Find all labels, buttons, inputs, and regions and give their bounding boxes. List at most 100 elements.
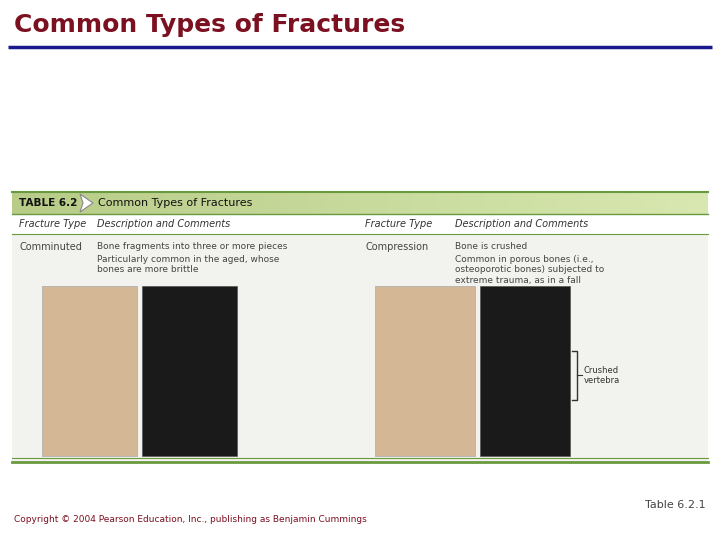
Bar <box>12 214 708 234</box>
Bar <box>457 192 461 214</box>
Bar <box>590 192 593 214</box>
Bar <box>461 192 464 214</box>
Bar <box>186 192 189 214</box>
Bar <box>506 192 510 214</box>
Bar <box>127 192 130 214</box>
Bar <box>670 192 673 214</box>
Bar <box>235 192 238 214</box>
Bar <box>343 192 346 214</box>
Bar <box>480 286 570 456</box>
Bar <box>579 192 582 214</box>
Bar <box>492 192 496 214</box>
Bar <box>628 192 631 214</box>
Bar <box>666 192 670 214</box>
Bar <box>559 192 562 214</box>
Bar <box>148 192 151 214</box>
Bar <box>168 192 172 214</box>
Bar <box>541 192 544 214</box>
Bar <box>40 192 43 214</box>
Bar <box>531 192 534 214</box>
Bar <box>60 192 64 214</box>
Bar <box>214 192 217 214</box>
Bar <box>311 192 315 214</box>
Text: Compression: Compression <box>365 242 428 252</box>
Bar <box>197 192 200 214</box>
Bar <box>614 192 618 214</box>
Bar <box>680 192 684 214</box>
Bar <box>398 192 402 214</box>
Bar <box>513 192 517 214</box>
Bar <box>499 192 503 214</box>
Bar <box>144 192 148 214</box>
Bar <box>353 192 356 214</box>
Text: Common Types of Fractures: Common Types of Fractures <box>98 198 253 208</box>
Bar <box>652 192 656 214</box>
Bar <box>468 192 472 214</box>
Bar <box>572 192 576 214</box>
Bar <box>113 192 117 214</box>
Bar <box>210 192 214 214</box>
Bar <box>12 192 16 214</box>
Bar <box>517 192 520 214</box>
Bar <box>280 192 284 214</box>
Bar <box>117 192 120 214</box>
Bar <box>472 192 475 214</box>
Bar <box>624 192 628 214</box>
Bar <box>96 192 99 214</box>
Bar <box>593 192 597 214</box>
Bar <box>687 192 690 214</box>
Bar <box>106 192 109 214</box>
Text: Table 6.2.1: Table 6.2.1 <box>645 500 706 510</box>
Bar <box>350 192 353 214</box>
Bar <box>562 192 565 214</box>
Bar <box>415 192 419 214</box>
Text: Comminuted: Comminuted <box>19 242 82 252</box>
Bar <box>694 192 698 214</box>
Bar <box>388 192 392 214</box>
Bar <box>142 286 237 456</box>
Text: Crushed
vertebra: Crushed vertebra <box>584 366 620 385</box>
Bar <box>130 192 134 214</box>
Bar <box>294 192 297 214</box>
Bar <box>381 192 384 214</box>
Bar <box>204 192 207 214</box>
Bar <box>284 192 287 214</box>
Text: Fracture Type: Fracture Type <box>365 219 432 229</box>
Bar <box>586 192 590 214</box>
Bar <box>50 192 54 214</box>
Bar <box>120 192 123 214</box>
Bar <box>54 192 58 214</box>
Bar <box>30 192 33 214</box>
Bar <box>287 192 290 214</box>
Bar <box>597 192 600 214</box>
Text: TABLE 6.2: TABLE 6.2 <box>19 198 77 208</box>
Bar <box>430 192 433 214</box>
Bar <box>183 192 186 214</box>
Bar <box>673 192 677 214</box>
Bar <box>690 192 694 214</box>
Bar <box>496 192 499 214</box>
Bar <box>436 192 440 214</box>
Bar <box>12 214 708 462</box>
Text: Bone is crushed: Bone is crushed <box>455 242 527 251</box>
Bar <box>412 192 415 214</box>
Bar <box>405 192 409 214</box>
Bar <box>259 192 263 214</box>
Bar <box>263 192 266 214</box>
Bar <box>419 192 423 214</box>
Bar <box>392 192 395 214</box>
Bar <box>374 192 377 214</box>
Bar <box>75 192 78 214</box>
Text: Fracture Type: Fracture Type <box>19 219 86 229</box>
Bar <box>238 192 242 214</box>
Bar <box>305 192 308 214</box>
Bar <box>607 192 611 214</box>
Bar <box>662 192 666 214</box>
Bar <box>16 192 19 214</box>
Bar <box>635 192 639 214</box>
Bar <box>464 192 468 214</box>
Bar <box>290 192 294 214</box>
Bar <box>649 192 652 214</box>
Bar <box>256 192 259 214</box>
Bar <box>565 192 569 214</box>
